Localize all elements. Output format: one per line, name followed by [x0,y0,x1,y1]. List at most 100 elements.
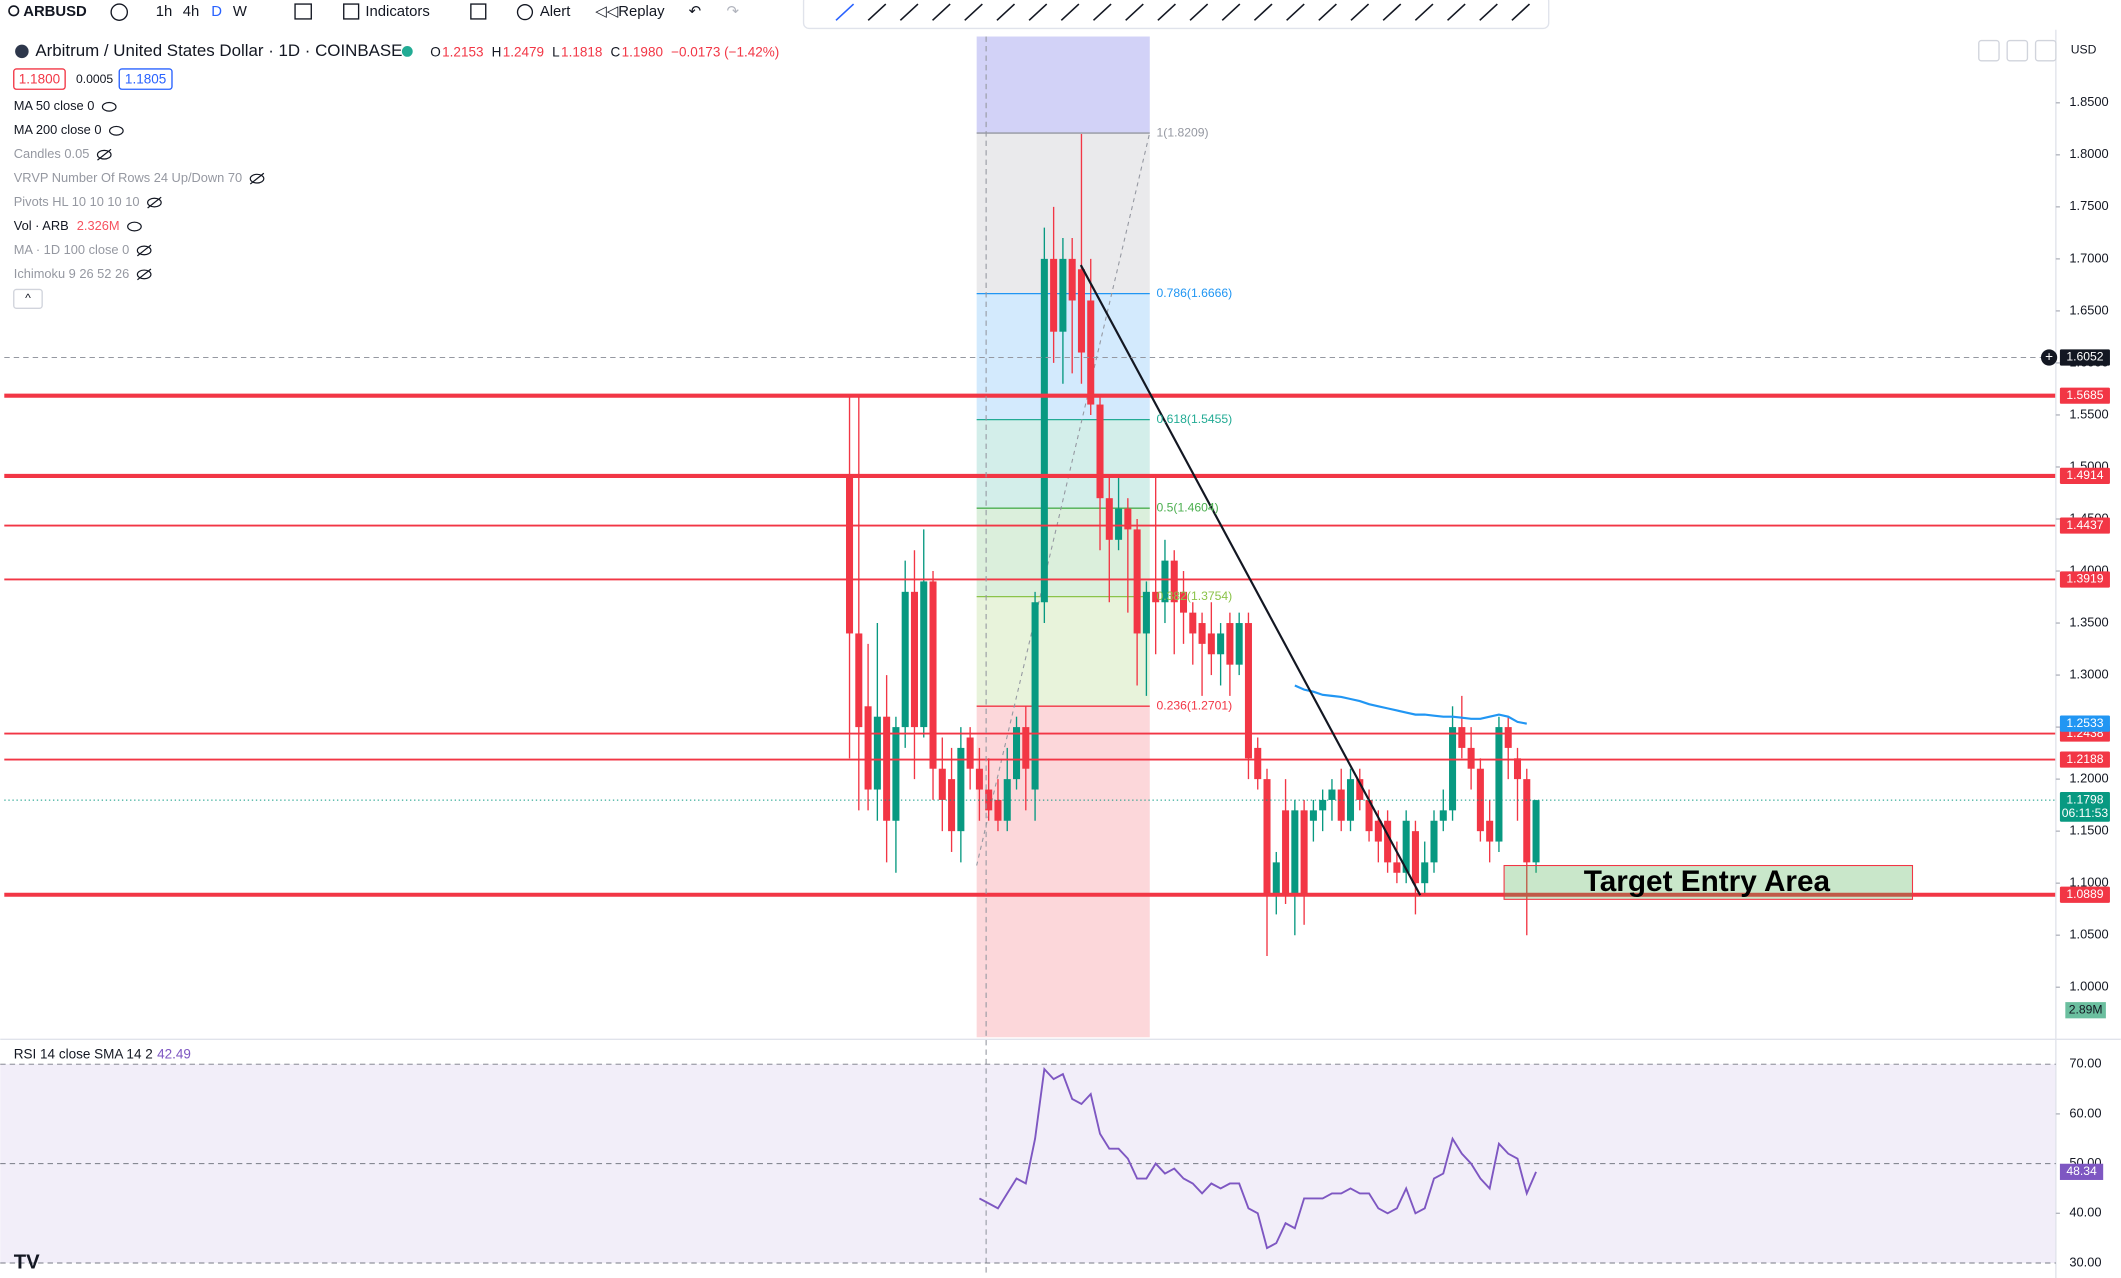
ma-label: 1.2533 [2066,716,2103,730]
search-icon[interactable] [8,5,20,17]
indicator-name[interactable]: Pivots HL 10 10 10 10 [14,194,140,209]
indicators-icon[interactable] [343,3,360,20]
ask[interactable]: 1.1805 [125,71,166,86]
tool-icon[interactable] [964,3,983,21]
tool-icon[interactable] [899,3,919,21]
y-tick-label: 1.8500 [2069,94,2108,109]
alert-icon[interactable] [516,4,534,21]
visibility-icon[interactable] [127,221,142,232]
fib-zone [976,508,1150,597]
candle-body [873,716,881,790]
candle-body [929,581,937,769]
indicator-name[interactable]: Vol · ARB [14,218,69,233]
tool-icon[interactable] [1028,3,1048,21]
interval[interactable]: 1h [156,4,173,20]
maximize-button[interactable] [2034,39,2057,62]
undo[interactable]: ↶ [689,4,701,20]
tool-icon[interactable] [1221,3,1241,21]
symbol[interactable]: ARBUSD [23,4,87,20]
candle-body [1142,591,1150,634]
tool-icon[interactable] [867,3,887,21]
visibility-icon[interactable] [136,269,152,280]
tool-icon[interactable] [996,3,1016,21]
visibility-icon[interactable] [249,173,265,184]
fullscreen-button[interactable] [2006,39,2029,62]
level-label: 1.5685 [2066,388,2103,402]
currency[interactable]: USD [2071,42,2097,56]
add-symbol[interactable] [110,3,129,21]
interval[interactable]: D [211,4,222,20]
interval[interactable]: 4h [183,4,200,20]
y-tick-label: 1.3500 [2069,614,2108,629]
tool-icon[interactable] [932,3,951,21]
last-price-box [2059,792,2110,822]
visibility-icon[interactable] [147,197,162,208]
visibility-icon[interactable] [108,125,124,136]
tool-icon[interactable] [1157,3,1177,21]
candle-body [855,633,863,728]
ohlc-key: L [552,44,560,59]
logo[interactable]: TV [14,1251,40,1273]
tool-icon[interactable] [1382,3,1402,21]
tool-icon[interactable] [1092,3,1112,21]
tool-icon[interactable] [1447,3,1466,21]
ma-line [1294,684,1527,725]
indicator-name[interactable]: VRVP Number Of Rows 24 Up/Down 70 [14,170,242,185]
candle-body [1411,831,1419,884]
tool-icon[interactable] [1318,3,1337,21]
scroll-button[interactable] [1978,39,2000,62]
candle-body [1013,727,1021,780]
visibility-icon[interactable] [101,101,117,112]
collapse-icon[interactable]: ^ [25,291,31,305]
tool-icon[interactable] [1350,3,1370,21]
alert-button[interactable]: Alert [540,4,571,20]
indicator-name[interactable]: Ichimoku 9 26 52 26 [14,266,130,281]
chart-type[interactable] [294,3,312,20]
fib-trend [976,132,1151,866]
rsi-value: 48.34 [2066,1164,2097,1178]
indicator-name[interactable]: Candles 0.05 [14,146,90,161]
bid-box[interactable] [13,68,66,90]
candle-body [1356,779,1364,800]
tool-icon[interactable] [1479,3,1498,21]
visibility-icon[interactable] [136,245,152,256]
tool-icon[interactable] [1125,3,1144,21]
candle-body [1309,810,1317,821]
candle-body [1291,810,1299,894]
replay-button[interactable]: Replay [618,4,665,20]
tool-icon[interactable] [1414,3,1434,21]
rsi-tick-label: 40.00 [2069,1205,2101,1220]
tool-icon[interactable] [1286,3,1305,21]
interval[interactable]: W [233,4,247,20]
bid[interactable]: 1.1800 [19,71,60,86]
indicator-name[interactable]: MA · 1D 100 close 0 [14,242,130,257]
rsi-line [978,1067,1537,1250]
redo: ↷ [726,4,739,20]
coin-icon [15,44,29,59]
tool-icon[interactable] [1060,3,1080,21]
y-tick-label: 1.8000 [2069,146,2108,161]
templates[interactable] [470,3,487,20]
indicator-name[interactable]: MA 50 close 0 [14,98,95,113]
ohlc-key: O [430,44,441,59]
replay-icon[interactable]: ◁◁ [595,4,618,20]
crosshair-plus[interactable] [2040,349,2058,366]
tool-icon[interactable] [1511,3,1531,21]
visibility-slash [137,268,152,281]
rsi-legend-value: 42.49 [157,1046,191,1061]
level-label-box [2059,751,2110,768]
fib-label: 0.382(1.3754) [1157,589,1233,603]
ask-box[interactable] [118,68,173,90]
indicator-name[interactable]: MA 200 close 0 [14,122,102,137]
indicators-button[interactable]: Indicators [365,4,429,20]
tool-icon[interactable] [835,3,855,21]
candle-body [1384,820,1392,863]
collapse-legend[interactable] [13,288,43,310]
tool-icon[interactable] [1189,3,1209,21]
change: −0.0173 (−1.42%) [671,44,779,59]
visibility-icon[interactable] [96,149,112,160]
candle-body [1504,727,1512,748]
symbol-title: Arbitrum / United States Dollar · 1D · C… [35,41,402,60]
tool-icon[interactable] [1253,3,1273,21]
